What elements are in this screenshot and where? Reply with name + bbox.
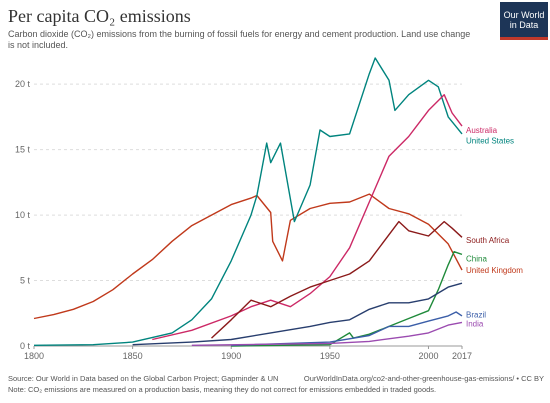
x-tick-label: 2017 xyxy=(452,351,472,361)
series-line-brazil xyxy=(231,311,463,346)
chart-subtitle: Carbon dioxide (CO₂) emissions from the … xyxy=(8,29,471,50)
y-tick-label: 20 t xyxy=(15,79,31,89)
series-line-india xyxy=(191,321,463,346)
source-text: Source: Our World in Data based on the G… xyxy=(8,374,279,383)
chart-title: Per capita CO₂ emissions xyxy=(8,6,191,26)
series-line-united-states xyxy=(33,57,463,346)
logo-line-1: Our World xyxy=(503,10,545,20)
y-tick-label: 5 t xyxy=(20,276,31,286)
series-label-united-kingdom: United Kingdom xyxy=(466,266,523,275)
series-line-china xyxy=(231,251,463,347)
y-tick-label: 10 t xyxy=(15,210,31,220)
x-tick-label: 1800 xyxy=(24,351,44,361)
series-label-brazil: Brazil xyxy=(466,311,486,320)
series-line-unlabeled xyxy=(132,282,463,346)
source-line: Source: Our World in Data based on the G… xyxy=(8,374,544,383)
y-tick-label: 0 t xyxy=(20,341,31,351)
series-label-australia: Australia xyxy=(466,126,498,135)
source-url[interactable]: OurWorldInData.org/co2-and-other-greenho… xyxy=(303,374,544,383)
x-tick-label: 1950 xyxy=(320,351,340,361)
x-tick-label: 1850 xyxy=(123,351,143,361)
x-tick-label: 2000 xyxy=(418,351,438,361)
y-tick-label: 15 t xyxy=(15,145,31,155)
series-label-south-africa: South Africa xyxy=(466,236,510,245)
logo-line-2: in Data xyxy=(509,20,539,30)
series-line-united-kingdom xyxy=(33,193,463,320)
series-line-australia xyxy=(152,94,463,341)
series-label-united-states: United States xyxy=(466,136,514,145)
footnote: Note: CO₂ emissions are measured on a pr… xyxy=(8,385,437,394)
series-label-india: India xyxy=(466,320,484,329)
x-tick-label: 1900 xyxy=(221,351,241,361)
series-label-china: China xyxy=(466,254,487,263)
owid-logo[interactable]: Our World in Data xyxy=(500,2,548,40)
series-line-south-africa xyxy=(211,220,463,339)
